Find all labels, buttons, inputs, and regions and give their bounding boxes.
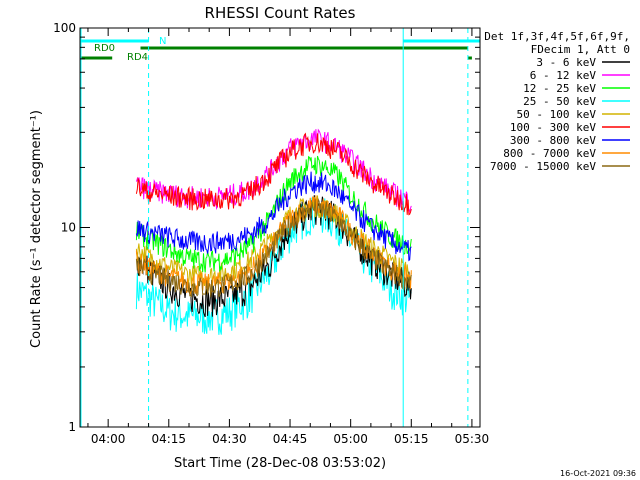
y-tick-label-2: 100 bbox=[53, 21, 76, 35]
legend-label-7: 800 - 7000 keV bbox=[503, 147, 596, 160]
legend-label-8: 7000 - 15000 keV bbox=[490, 160, 596, 173]
flag-label-rd0: RD0 bbox=[94, 43, 115, 54]
series-line-8 bbox=[135, 197, 412, 298]
flag-label-n: N bbox=[159, 36, 166, 47]
legend-label-4: 50 - 100 keV bbox=[517, 108, 597, 121]
legend-label-6: 300 - 800 keV bbox=[510, 134, 596, 147]
legend-label-0: 3 - 6 keV bbox=[536, 56, 596, 69]
y-axis-label: Count Rate (s⁻¹ detector segment⁻¹) bbox=[29, 110, 44, 348]
x-tick-label-2: 04:30 bbox=[212, 432, 247, 446]
legend-label-2: 12 - 25 keV bbox=[523, 82, 596, 95]
x-axis-label: Start Time (28-Dec-08 03:53:02) bbox=[174, 456, 386, 471]
series-line-2 bbox=[135, 155, 412, 273]
y-tick-label-1: 10 bbox=[61, 221, 76, 235]
x-tick-label-3: 04:45 bbox=[273, 432, 308, 446]
y-tick-label-0: 1 bbox=[68, 420, 76, 434]
legend-label-3: 25 - 50 keV bbox=[523, 95, 596, 108]
series-line-6 bbox=[135, 171, 412, 262]
series-line-1 bbox=[135, 128, 412, 214]
x-tick-label-4: 05:00 bbox=[333, 432, 368, 446]
chart-title: RHESSI Count Rates bbox=[205, 4, 356, 22]
footer-timestamp: 16-Oct-2021 09:36 bbox=[560, 469, 636, 478]
x-tick-label-5: 05:15 bbox=[394, 432, 429, 446]
legend-header-2: FDecim 1, Att 0 bbox=[531, 43, 630, 56]
legend-header-1: Det 1f,3f,4f,5f,6f,9f, bbox=[484, 30, 630, 43]
series-line-5 bbox=[135, 132, 412, 216]
x-tick-label-0: 04:00 bbox=[91, 432, 126, 446]
legend-label-1: 6 - 12 keV bbox=[530, 69, 597, 82]
x-tick-label-6: 05:30 bbox=[455, 432, 490, 446]
x-tick-label-1: 04:15 bbox=[151, 432, 186, 446]
flag-label-rd4: RD4 bbox=[127, 52, 148, 63]
legend-label-5: 100 - 300 keV bbox=[510, 121, 596, 134]
